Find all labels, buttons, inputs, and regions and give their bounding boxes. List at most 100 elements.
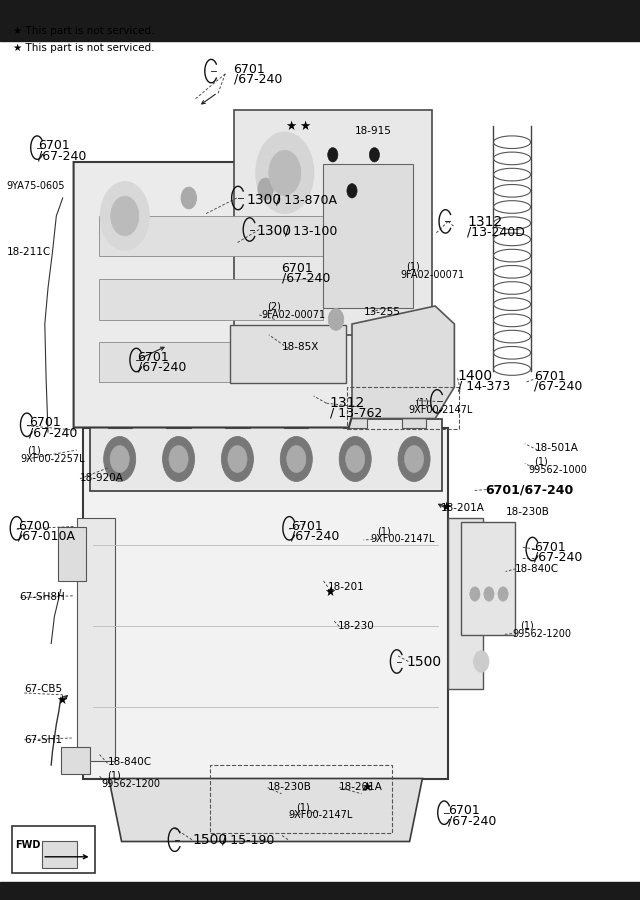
- Text: / 13-100: / 13-100: [285, 225, 337, 238]
- Bar: [402, 405, 426, 428]
- Text: 1400: 1400: [458, 369, 493, 383]
- Text: 18-201A: 18-201A: [440, 502, 484, 513]
- Text: 1300: 1300: [246, 193, 282, 207]
- Text: 6701/67-240: 6701/67-240: [485, 483, 573, 496]
- Circle shape: [181, 187, 196, 209]
- Text: 1500: 1500: [406, 654, 442, 669]
- Circle shape: [111, 196, 139, 236]
- Circle shape: [474, 611, 489, 633]
- Circle shape: [287, 446, 306, 472]
- Text: 6701: 6701: [29, 417, 61, 429]
- Circle shape: [104, 436, 136, 482]
- Text: /67-240: /67-240: [38, 149, 87, 162]
- Text: /67-240: /67-240: [138, 361, 186, 374]
- Text: 1500: 1500: [192, 832, 227, 847]
- Text: FWD: FWD: [15, 840, 40, 850]
- Bar: [225, 405, 250, 428]
- Text: 18-230B: 18-230B: [506, 507, 550, 517]
- Text: / 15-190: / 15-190: [222, 833, 275, 846]
- Circle shape: [221, 436, 253, 482]
- Circle shape: [328, 148, 338, 162]
- Text: 6701: 6701: [282, 262, 314, 274]
- Circle shape: [100, 182, 149, 250]
- Bar: [234, 110, 432, 335]
- Text: 9FA02-00071: 9FA02-00071: [400, 269, 464, 280]
- Text: /67-240: /67-240: [282, 272, 330, 284]
- Text: ★: ★: [440, 501, 452, 514]
- Text: 18-915: 18-915: [355, 126, 392, 137]
- Text: /67-240: /67-240: [448, 814, 497, 827]
- Bar: [230, 325, 346, 383]
- Polygon shape: [109, 778, 422, 842]
- Circle shape: [346, 446, 365, 472]
- Bar: [99, 216, 323, 256]
- Text: 6701: 6701: [234, 63, 266, 76]
- Bar: [0, 882, 640, 900]
- Circle shape: [474, 572, 489, 593]
- Bar: [99, 342, 323, 382]
- Text: (2): (2): [268, 302, 282, 312]
- Circle shape: [369, 148, 380, 162]
- Polygon shape: [352, 306, 454, 418]
- Polygon shape: [77, 518, 115, 760]
- Bar: [12, 826, 95, 873]
- Bar: [108, 405, 132, 428]
- Text: / 14-373: / 14-373: [458, 380, 510, 392]
- Text: 18-230: 18-230: [338, 621, 374, 632]
- Text: (1): (1): [520, 620, 533, 631]
- Text: 99562-1200: 99562-1200: [101, 778, 160, 789]
- Bar: [343, 405, 367, 428]
- Text: (1): (1): [415, 397, 428, 408]
- Polygon shape: [74, 162, 362, 428]
- Circle shape: [470, 587, 480, 601]
- Text: 9XF00-2147L: 9XF00-2147L: [408, 405, 473, 416]
- Text: (1): (1): [27, 446, 40, 456]
- Circle shape: [474, 651, 489, 672]
- Text: 6700: 6700: [18, 520, 50, 533]
- Text: 18-230B: 18-230B: [268, 782, 312, 793]
- Text: 13-255: 13-255: [364, 307, 401, 318]
- Text: ★ This part is not serviced.: ★ This part is not serviced.: [13, 26, 154, 37]
- Circle shape: [328, 309, 344, 330]
- Text: 6701: 6701: [38, 140, 70, 152]
- Text: 6701: 6701: [448, 805, 480, 817]
- Text: /67-240: /67-240: [234, 73, 282, 86]
- Text: 6701: 6701: [534, 370, 566, 382]
- Bar: [90, 418, 442, 490]
- Circle shape: [347, 184, 357, 198]
- Circle shape: [258, 178, 273, 200]
- Circle shape: [404, 446, 424, 472]
- Text: 6701: 6701: [138, 351, 170, 364]
- Text: 1300: 1300: [256, 224, 291, 238]
- Text: 9XF00-2147L: 9XF00-2147L: [370, 534, 435, 544]
- Bar: [347, 387, 459, 429]
- Text: ★: ★: [285, 121, 297, 133]
- Text: 99562-1200: 99562-1200: [512, 628, 571, 639]
- Circle shape: [280, 436, 312, 482]
- Text: /67-010A: /67-010A: [18, 530, 75, 543]
- Bar: [0, 0, 640, 40]
- Text: (1): (1): [406, 261, 420, 272]
- Text: /67-240: /67-240: [534, 551, 583, 563]
- Text: /67-240: /67-240: [291, 530, 340, 543]
- Bar: [83, 428, 448, 778]
- Circle shape: [474, 532, 489, 554]
- Text: /67-240: /67-240: [29, 427, 77, 439]
- Circle shape: [110, 446, 129, 472]
- Text: (1): (1): [534, 456, 548, 467]
- Text: 18-501A: 18-501A: [534, 443, 579, 454]
- Text: 67-SH8H: 67-SH8H: [19, 591, 65, 602]
- Circle shape: [339, 436, 371, 482]
- Text: 9XF00-2257L: 9XF00-2257L: [20, 454, 85, 464]
- Circle shape: [228, 446, 247, 472]
- Text: ★ This part is not serviced.: ★ This part is not serviced.: [13, 43, 154, 53]
- Text: 1312: 1312: [467, 215, 502, 230]
- Text: ★: ★: [361, 781, 372, 794]
- Text: 18-201: 18-201: [328, 581, 364, 592]
- Bar: [58, 526, 86, 580]
- Text: ★: ★: [324, 586, 336, 598]
- Text: 18-920A: 18-920A: [80, 472, 124, 483]
- Bar: [99, 279, 323, 320]
- Text: 6701: 6701: [291, 520, 323, 533]
- Bar: [284, 405, 308, 428]
